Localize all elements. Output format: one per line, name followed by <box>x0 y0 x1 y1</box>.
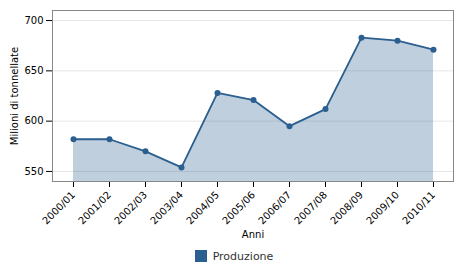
svg-text:2002/03: 2002/03 <box>112 189 149 226</box>
svg-text:Milioni di tonnellate: Milioni di tonnellate <box>9 47 20 145</box>
svg-text:700: 700 <box>24 15 43 26</box>
svg-text:2006/07: 2006/07 <box>256 189 293 226</box>
svg-text:2003/04: 2003/04 <box>148 189 185 226</box>
svg-text:Anni: Anni <box>242 229 264 240</box>
svg-text:650: 650 <box>24 65 43 76</box>
svg-text:2004/05: 2004/05 <box>184 189 221 226</box>
svg-text:2009/10: 2009/10 <box>364 189 401 226</box>
html-text:Produzione: Produzione <box>212 249 274 263</box>
svg-text:2008/09: 2008/09 <box>328 189 365 226</box>
svg-text:2000/01: 2000/01 <box>40 189 77 226</box>
svg-text:550: 550 <box>24 166 43 177</box>
svg-text:2010/11: 2010/11 <box>400 189 437 226</box>
svg-text:2005/06: 2005/06 <box>220 189 257 226</box>
svg-text:600: 600 <box>24 115 43 126</box>
svg-text:2007/08: 2007/08 <box>292 189 329 226</box>
svg-text:2001/02: 2001/02 <box>76 189 113 226</box>
